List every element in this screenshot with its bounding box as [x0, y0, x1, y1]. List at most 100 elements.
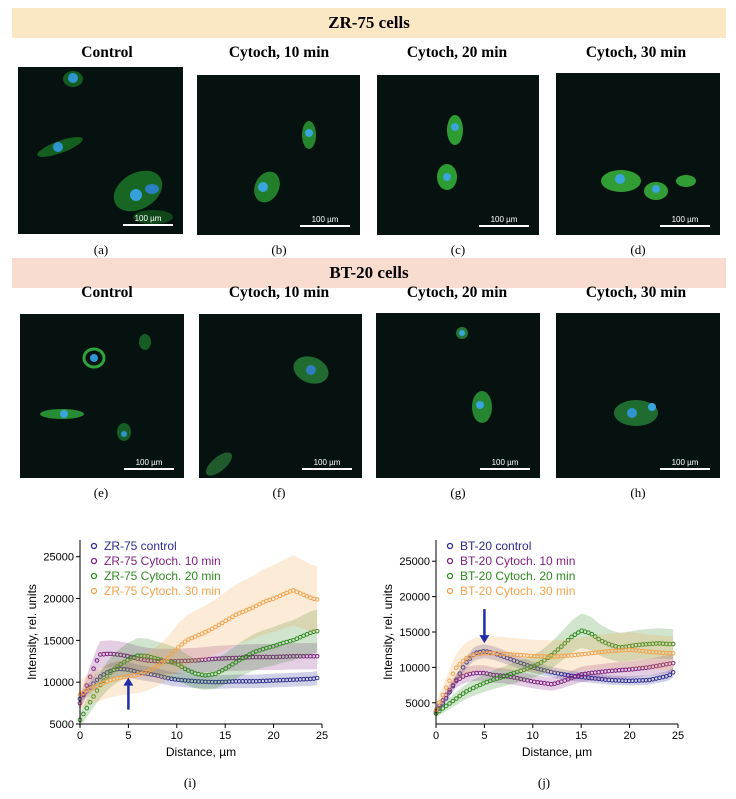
data-point: [454, 665, 459, 671]
data-point: [118, 661, 123, 667]
data-point: [440, 698, 446, 703]
data-point: [437, 700, 442, 705]
data-point: [450, 682, 456, 688]
x-axis-label: Distance, µm: [522, 745, 592, 759]
data-point: [233, 660, 239, 665]
header-30min-zr75: Cytoch, 30 min: [585, 44, 687, 61]
legend-marker: [446, 542, 454, 550]
legend-marker: [90, 572, 98, 580]
data-point: [440, 692, 446, 698]
data-point: [555, 647, 561, 652]
data-point: [209, 626, 215, 632]
y-tick-label: 10000: [43, 677, 74, 689]
x-tick-label: 15: [575, 730, 587, 742]
data-point: [460, 691, 466, 696]
data-point: [447, 689, 452, 695]
data-point: [314, 597, 320, 602]
y-tick-label: 15000: [399, 627, 430, 639]
data-point: [87, 674, 93, 680]
micrograph-a: 100 µm: [18, 67, 183, 234]
data-point: [257, 601, 262, 607]
data-point: [108, 670, 113, 675]
data-point: [152, 665, 157, 671]
data-point: [670, 660, 676, 666]
legend-label: ZR-75 Cytoch. 30 min: [104, 584, 221, 598]
data-point: [94, 658, 100, 663]
series-0: [77, 661, 320, 705]
legend-label: BT-20 Cytoch. 20 min: [460, 569, 575, 583]
data-point: [94, 677, 100, 683]
chart-svg-1: 0 5 10 15 20 25 5000 10000 15000 20000 25000 Distan…: [381, 539, 684, 759]
scale-bar-b: 100 µm: [300, 215, 350, 227]
data-point: [450, 671, 456, 677]
data-point: [87, 699, 93, 705]
data-point: [447, 678, 452, 683]
y-tick-label: 5000: [50, 719, 74, 731]
series-1: [433, 654, 676, 715]
legend-marker: [446, 557, 454, 565]
caption-a: (a): [93, 242, 109, 257]
caption-e: (e): [93, 485, 109, 500]
data-point: [169, 651, 174, 657]
data-point: [175, 645, 181, 650]
legend-marker: [90, 557, 98, 565]
data-point: [81, 690, 86, 695]
x-axis-label: Distance, µm: [166, 745, 236, 759]
data-point: [121, 659, 127, 665]
scale-bar-c: 100 µm: [479, 215, 529, 227]
x-tick-label: 0: [77, 730, 83, 742]
data-point: [667, 672, 673, 678]
micrograph-f: 100 µm: [199, 314, 362, 478]
data-point: [454, 696, 459, 701]
scale-bar-f: 100 µm: [302, 458, 352, 470]
data-point: [84, 683, 90, 688]
data-point: [464, 689, 469, 694]
data-point: [243, 654, 249, 659]
micrograph-c: 100 µm: [377, 75, 539, 235]
data-point: [592, 634, 598, 639]
data-point: [165, 655, 171, 661]
x-tick-label: 5: [125, 730, 131, 742]
series-3: [433, 632, 676, 716]
error-band-2: [436, 613, 674, 718]
y-tick-label: 25000: [43, 552, 74, 564]
data-point: [240, 655, 245, 661]
axes: 0 5 10 15 20 25 5000 10000 15000 20000 25000: [399, 540, 684, 742]
data-point: [443, 703, 449, 709]
caption-h: (h): [630, 485, 646, 500]
data-point: [253, 603, 259, 609]
data-point: [447, 701, 452, 706]
data-point: [111, 667, 117, 672]
scale-bar-e: 100 µm: [124, 458, 174, 470]
scale-bar-h: 100 µm: [660, 458, 710, 470]
micrograph-g: 100 µm: [376, 313, 540, 478]
scale-bar-g: 100 µm: [480, 458, 530, 470]
caption-g: (g): [450, 485, 466, 500]
data-point: [101, 672, 107, 677]
error-band-0: [436, 644, 674, 716]
data-point: [91, 666, 96, 671]
y-tick-label: 5000: [406, 698, 430, 710]
arrow-annotation: [479, 609, 490, 644]
y-tick-label: 10000: [399, 662, 430, 674]
data-point: [203, 629, 208, 635]
data-point: [179, 664, 184, 670]
data-point: [236, 658, 242, 663]
data-point: [182, 639, 188, 644]
data-point: [230, 662, 235, 667]
data-point: [457, 671, 463, 676]
data-point: [148, 667, 154, 672]
header-10min-zr75: Cytoch, 10 min: [228, 44, 330, 61]
data-point: [226, 616, 232, 622]
data-point: [223, 618, 228, 624]
series-3: [77, 555, 320, 709]
data-point: [565, 637, 571, 643]
chart-svg-0: 0 5 10 15 20 25 5000 10000 15000 20000 25000 Distan…: [25, 539, 328, 759]
legend-label: BT-20 control: [460, 539, 531, 553]
data-point: [104, 674, 110, 679]
header-20min-zr75: Cytoch, 20 min: [406, 44, 508, 61]
data-point: [538, 660, 544, 665]
data-point: [179, 642, 184, 647]
data-point: [535, 661, 540, 667]
x-tick-label: 25: [672, 730, 684, 742]
